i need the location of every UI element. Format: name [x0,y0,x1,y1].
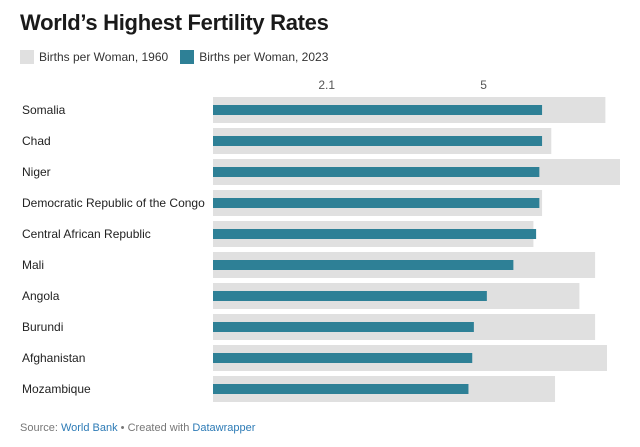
legend: Births per Woman, 1960 Births per Woman,… [20,50,340,64]
legend-item-1960: Births per Woman, 1960 [20,50,168,64]
bar-2023 [213,353,473,363]
legend-swatch-1960 [20,50,34,64]
category-label: Niger [22,165,51,179]
legend-swatch-2023 [180,50,195,64]
category-label: Somalia [22,103,66,117]
category-label: Afghanistan [22,351,85,365]
bar-2023 [213,136,543,146]
legend-label-1960: Births per Woman, 1960 [39,50,169,64]
category-label: Democratic Republic of the Congo [22,196,205,210]
bar-2023 [213,291,487,301]
bar-2023 [213,229,537,239]
bar-2023 [213,260,514,270]
category-label: Chad [22,134,51,148]
datawrapper-link[interactable]: Datawrapper [192,422,256,434]
bar-2023 [213,105,543,115]
footer-separator: • Created with [117,422,193,434]
category-label: Angola [22,289,60,303]
bar-2023 [213,384,469,394]
chart-title: World’s Highest Fertility Rates [20,10,329,35]
category-label: Mali [22,258,44,272]
legend-item-2023: Births per Woman, 2023 [180,50,328,64]
bar-2023 [213,198,540,208]
x-tick-label: 2.1 [318,78,335,92]
source-prefix: Source: [20,422,61,434]
bar-2023 [213,322,474,332]
category-label: Central African Republic [22,227,151,241]
bar-2023 [213,167,540,177]
x-tick-label: 5 [480,78,487,92]
legend-label-2023: Births per Woman, 2023 [199,50,329,64]
source-link[interactable]: World Bank [60,422,118,434]
category-label: Mozambique [22,382,91,396]
category-label: Burundi [22,320,63,334]
footer: Source: World Bank • Created with Datawr… [20,422,255,434]
